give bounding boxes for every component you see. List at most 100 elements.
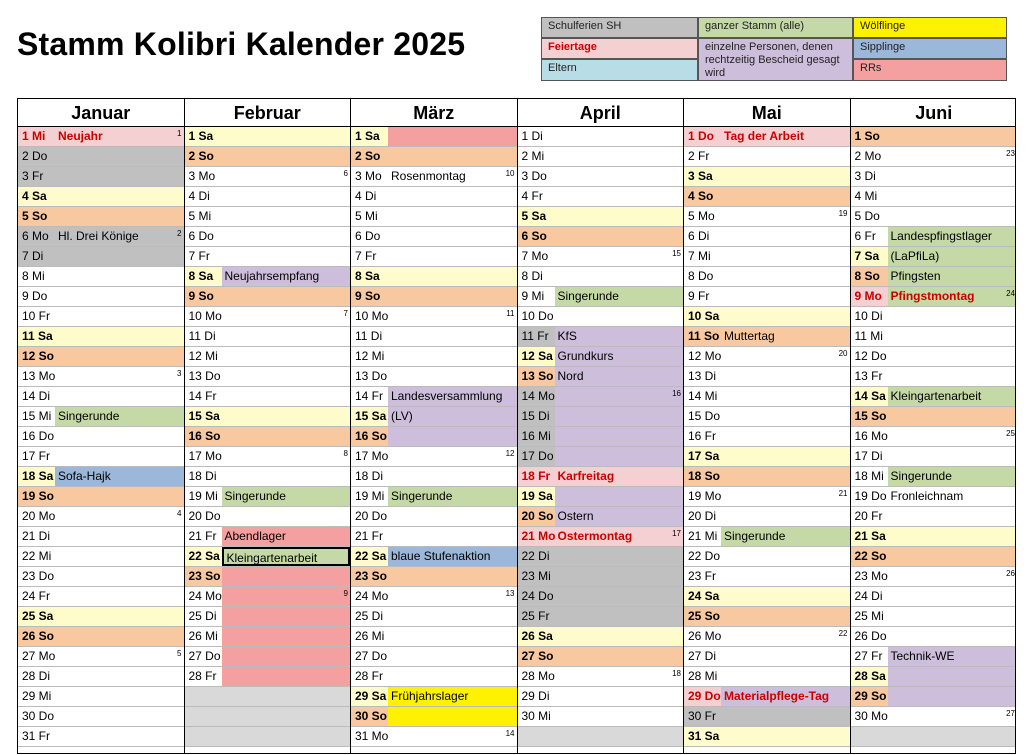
day-number: 21 Fr bbox=[184, 527, 222, 546]
day-number: 11 Di bbox=[184, 327, 222, 346]
day-number: 31 Mo bbox=[351, 727, 388, 746]
day-event bbox=[221, 507, 350, 526]
day-number: 13 Fr bbox=[850, 367, 888, 386]
day-number: 20 Di bbox=[684, 507, 721, 526]
day-number: 26 Sa bbox=[517, 627, 555, 646]
legend-item: RRs bbox=[853, 59, 1007, 81]
day-event bbox=[55, 167, 184, 186]
day-event: Materialpflege-Tag bbox=[721, 687, 850, 706]
day-row: 4 So bbox=[684, 187, 850, 207]
day-row: 28 Sa bbox=[850, 667, 1015, 687]
day-event bbox=[554, 647, 683, 666]
day-row: 30 So bbox=[351, 707, 517, 727]
day-number: 4 Fr bbox=[517, 187, 555, 206]
day-event bbox=[721, 707, 850, 726]
day-event bbox=[221, 147, 350, 166]
day-row: 24 Di bbox=[850, 587, 1015, 607]
week-number: 2 bbox=[177, 229, 182, 238]
day-row: 4 Di bbox=[351, 187, 517, 207]
day-event bbox=[554, 387, 683, 406]
day-event bbox=[388, 707, 517, 726]
day-event: Singerunde bbox=[554, 287, 683, 306]
day-number: 4 Di bbox=[184, 187, 222, 206]
day-event bbox=[554, 207, 683, 226]
day-row: 3 Mo Rosenmontag 10 bbox=[351, 167, 517, 187]
day-number: 31 Sa bbox=[684, 727, 721, 746]
day-row bbox=[184, 707, 350, 727]
week-number: 27 bbox=[1006, 709, 1015, 718]
day-event: blaue Stufenaktion bbox=[388, 547, 517, 566]
day-row: 27 Di bbox=[684, 647, 850, 667]
day-event bbox=[721, 147, 850, 166]
day-number: 22 Sa bbox=[184, 547, 222, 566]
day-event bbox=[55, 607, 184, 626]
day-event bbox=[221, 387, 350, 406]
day-event bbox=[721, 727, 850, 746]
day-number: 27 Mo bbox=[18, 647, 55, 666]
day-row: 12 So bbox=[18, 347, 184, 367]
month-header: Januar bbox=[18, 99, 184, 127]
day-row: 1 So bbox=[850, 127, 1015, 147]
day-number: 9 Mo bbox=[850, 287, 888, 306]
day-row: 25 So bbox=[684, 607, 850, 627]
day-event bbox=[554, 547, 683, 566]
day-number: 28 Mi bbox=[684, 667, 721, 686]
day-row: 24 Fr bbox=[18, 587, 184, 607]
week-number: 20 bbox=[838, 349, 848, 358]
day-event bbox=[55, 727, 184, 746]
day-row: 9 Mo Pfingstmontag 24 bbox=[850, 287, 1015, 307]
day-event bbox=[221, 687, 350, 706]
day-number: 8 Mi bbox=[18, 267, 55, 286]
day-row: 7 Fr bbox=[351, 247, 517, 267]
legend-item: einzelne Personen, denen rechtzeitig Bes… bbox=[698, 38, 853, 81]
day-event bbox=[388, 527, 517, 546]
day-event: Fronleichnam bbox=[887, 487, 1015, 506]
day-row: 11 Di bbox=[184, 327, 350, 347]
day-event: Landespfingstlager bbox=[887, 227, 1015, 246]
day-row: 17 Do bbox=[517, 447, 683, 467]
day-row: 22 Di bbox=[517, 547, 683, 567]
day-number: 1 Sa bbox=[351, 127, 388, 146]
day-event bbox=[887, 447, 1015, 466]
day-event: Pfingstmontag bbox=[887, 287, 1015, 306]
day-row bbox=[184, 727, 350, 747]
day-row: 16 Mo 25 bbox=[850, 427, 1015, 447]
day-number: 7 Di bbox=[18, 247, 55, 266]
day-row: 21 Mo Ostermontag 17 bbox=[517, 527, 683, 547]
day-row: 31 Fr bbox=[18, 727, 184, 747]
day-row: 12 Mi bbox=[351, 347, 517, 367]
day-event bbox=[721, 347, 850, 366]
day-event: Singerunde bbox=[55, 407, 184, 426]
day-row: 12 Mi bbox=[184, 347, 350, 367]
day-number: 27 Di bbox=[684, 647, 721, 666]
day-number: 23 Fr bbox=[684, 567, 721, 586]
day-row: 20 Di bbox=[684, 507, 850, 527]
day-row: 5 So bbox=[18, 207, 184, 227]
day-event bbox=[721, 667, 850, 686]
day-row: 5 Mi bbox=[351, 207, 517, 227]
day-event bbox=[388, 367, 517, 386]
day-event bbox=[221, 247, 350, 266]
day-event bbox=[55, 267, 184, 286]
day-event bbox=[554, 587, 683, 606]
day-event bbox=[554, 607, 683, 626]
day-number: 26 So bbox=[18, 627, 55, 646]
day-row: 20 Mo 4 bbox=[18, 507, 184, 527]
day-row: 15 Sa (LV) bbox=[351, 407, 517, 427]
day-event bbox=[721, 387, 850, 406]
day-row: 27 Mo 5 bbox=[18, 647, 184, 667]
day-number: 1 So bbox=[850, 127, 888, 146]
day-number: 19 So bbox=[18, 487, 55, 506]
day-row: 19 So bbox=[18, 487, 184, 507]
day-event: Ostermontag bbox=[554, 527, 683, 546]
day-event bbox=[55, 347, 184, 366]
day-row: 17 Sa bbox=[684, 447, 850, 467]
month-column: Mai 1 Do Tag der Arbeit 2 Fr 3 Sa 4 So 5 Mo 19 6… bbox=[684, 99, 851, 753]
day-event bbox=[388, 727, 517, 746]
day-row: 30 Mo 27 bbox=[850, 707, 1015, 727]
day-event bbox=[554, 407, 683, 426]
day-row: 2 Mo 23 bbox=[850, 147, 1015, 167]
day-row: 16 Mi bbox=[517, 427, 683, 447]
month-column: Juni 1 So 2 Mo 23 3 Di 4 Mi 5 Do 6 Fr Landespfin… bbox=[850, 99, 1015, 753]
day-number: 21 Mo bbox=[517, 527, 556, 546]
